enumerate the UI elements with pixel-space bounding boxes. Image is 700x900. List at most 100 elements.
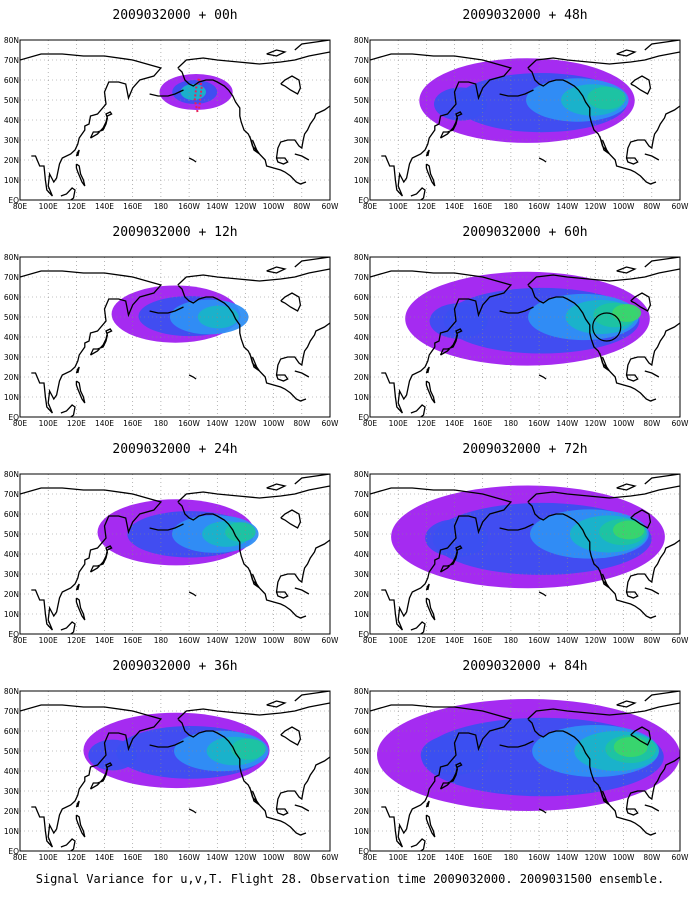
lon-tick-label: 160W xyxy=(178,636,200,644)
graticule xyxy=(20,40,330,200)
coastline xyxy=(370,257,680,417)
lat-tick-label: 20N xyxy=(354,807,369,816)
lat-tick-label: 70N xyxy=(354,707,369,716)
lat-tick-label: 80N xyxy=(4,687,19,696)
lon-tick-label: 100W xyxy=(613,419,635,427)
lon-tick-label: 60W xyxy=(672,419,690,427)
lon-tick-label: 180 xyxy=(154,419,169,427)
variance-field xyxy=(377,699,680,811)
variance-contour xyxy=(587,86,626,110)
lon-tick-label: 60W xyxy=(672,853,690,861)
lon-tick-label: 120W xyxy=(585,202,607,210)
lon-tick-label: 140E xyxy=(445,636,464,644)
lon-tick-label: 120W xyxy=(235,636,257,644)
lat-tick-label: 40N xyxy=(354,550,369,559)
coastline xyxy=(370,40,680,200)
lon-tick-label: 180 xyxy=(504,202,519,210)
lat-tick-label: 80N xyxy=(354,470,369,479)
panel-title: 2009032000 + 60h xyxy=(462,225,588,240)
map-panel: 2009032000 + 48h 80N 70N 60N 50N 40N 30N 20N 10N… xyxy=(350,0,700,210)
map-panel: 2009032000 + 72h 80N 70N 60N 50N 40N 30N 20N 10N… xyxy=(350,434,700,644)
coastline xyxy=(20,474,330,634)
lon-tick-label: 160W xyxy=(178,853,200,861)
lon-tick-label: 120W xyxy=(585,853,607,861)
lat-tick-label: 80N xyxy=(354,36,369,45)
flight-track xyxy=(193,74,203,113)
lat-tick-label: 30N xyxy=(354,353,369,362)
lat-tick-label: 80N xyxy=(4,36,19,45)
variance-field xyxy=(111,285,249,343)
lon-tick-label: 60W xyxy=(672,202,690,210)
lon-tick-label: 80W xyxy=(643,419,661,427)
lon-tick-label: 140W xyxy=(556,202,578,210)
lat-tick-label: 80N xyxy=(354,253,369,262)
lat-tick-label: EQ xyxy=(358,630,369,639)
lon-tick-label: 100E xyxy=(389,636,408,644)
map-panel: 2009032000 + 36h 80N 70N 60N 50N 40N 30N 20N 10N… xyxy=(0,651,350,861)
variance-contour xyxy=(197,305,239,329)
lat-tick-label: EQ xyxy=(8,413,19,422)
lat-tick-label: 20N xyxy=(354,156,369,165)
lat-tick-label: 70N xyxy=(4,56,19,65)
lon-tick-label: 120W xyxy=(235,853,257,861)
lat-tick-label: 30N xyxy=(4,136,19,145)
lat-tick-label: 70N xyxy=(4,707,19,716)
lon-tick-label: 140W xyxy=(206,419,228,427)
lat-tick-label: 30N xyxy=(354,570,369,579)
panel-title: 2009032000 + 72h xyxy=(462,442,588,457)
lon-tick-label: 120E xyxy=(67,419,86,427)
lon-tick-label: 80E xyxy=(13,419,28,427)
coastline xyxy=(20,40,330,200)
lon-tick-label: 160W xyxy=(528,636,550,644)
lat-tick-label: 60N xyxy=(4,76,19,85)
lon-tick-label: 180 xyxy=(504,636,519,644)
variance-contour xyxy=(613,520,645,540)
map-panel: 2009032000 + 00h 80N 70N 60N 50N 40N 30N 20N 10N… xyxy=(0,0,350,210)
lat-tick-label: 70N xyxy=(4,490,19,499)
lat-tick-label: 20N xyxy=(4,590,19,599)
lon-tick-label: 120W xyxy=(585,419,607,427)
panel-title: 2009032000 + 36h xyxy=(112,659,238,674)
coastline xyxy=(370,474,680,634)
variance-contour xyxy=(88,739,137,771)
lat-tick-label: 10N xyxy=(354,827,369,836)
lon-tick-label: 100E xyxy=(389,853,408,861)
lon-tick-label: 80W xyxy=(643,202,661,210)
lon-tick-label: 180 xyxy=(504,853,519,861)
lon-tick-label: 60W xyxy=(322,853,340,861)
lat-tick-label: 60N xyxy=(354,510,369,519)
panel-title: 2009032000 + 12h xyxy=(112,225,238,240)
variance-field xyxy=(159,74,233,113)
lon-tick-label: 160E xyxy=(123,419,142,427)
lat-tick-label: 50N xyxy=(4,96,19,105)
lon-tick-label: 80W xyxy=(293,202,311,210)
lon-tick-label: 160W xyxy=(528,419,550,427)
lon-tick-label: 60W xyxy=(322,636,340,644)
lon-tick-label: 160E xyxy=(123,202,142,210)
lat-tick-label: 20N xyxy=(354,590,369,599)
lat-tick-label: 40N xyxy=(354,116,369,125)
variance-field xyxy=(405,271,650,366)
lon-tick-label: 100E xyxy=(389,202,408,210)
lon-tick-label: 80E xyxy=(13,202,28,210)
lon-tick-label: 140W xyxy=(556,636,578,644)
lat-tick-label: 10N xyxy=(354,176,369,185)
lon-tick-label: 140E xyxy=(445,419,464,427)
lon-tick-label: 120W xyxy=(235,419,257,427)
lat-tick-label: EQ xyxy=(358,847,369,856)
map-frame xyxy=(369,39,681,201)
lon-tick-label: 120W xyxy=(585,636,607,644)
lon-tick-label: 160W xyxy=(528,202,550,210)
graticule xyxy=(370,257,680,417)
lon-tick-label: 80W xyxy=(293,636,311,644)
lat-tick-label: 30N xyxy=(4,787,19,796)
map-panel: 2009032000 + 12h 80N 70N 60N 50N 40N 30N 20N 10N… xyxy=(0,217,350,427)
lat-tick-label: 30N xyxy=(4,570,19,579)
lat-tick-label: 60N xyxy=(354,76,369,85)
lat-tick-label: 40N xyxy=(4,550,19,559)
lat-tick-label: 60N xyxy=(354,293,369,302)
